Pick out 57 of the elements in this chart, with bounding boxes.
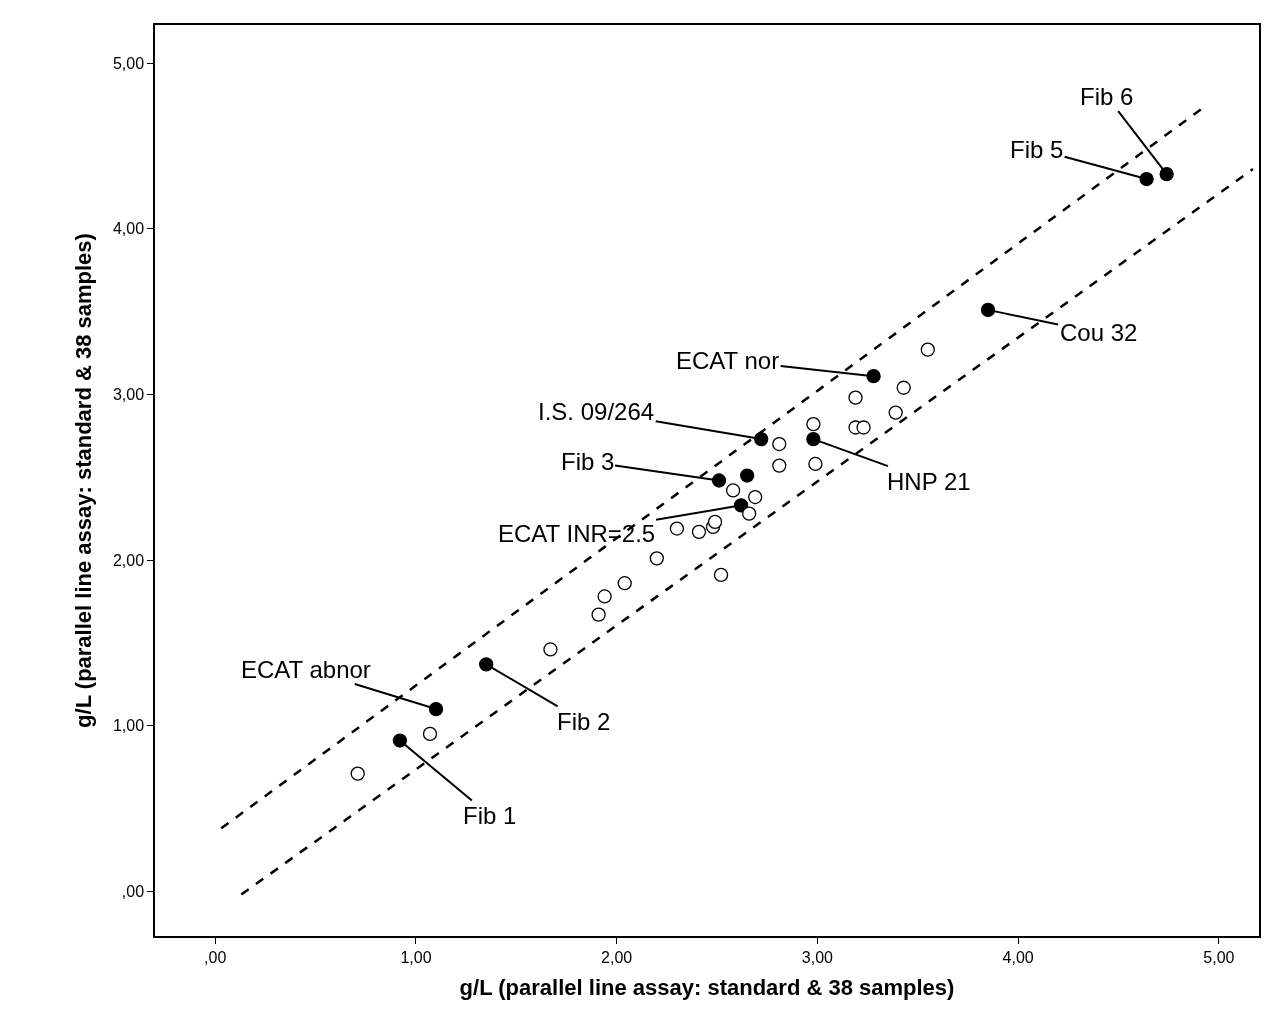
point [669,521,685,536]
annotation: ECAT nor [676,347,780,374]
point [691,524,707,539]
x-axis-title: g/L (parallel line assay: standard & 38 samples) [459,975,955,1001]
point [479,657,494,672]
x-tick-label: 5,00 [1203,948,1235,966]
point [350,766,365,781]
point [713,567,729,583]
y-tick-label: ,00 [121,882,145,900]
point [806,417,821,432]
annotation: I.S. 09/264 [538,398,655,425]
point [597,589,612,604]
x-tick-label: 1,00 [400,948,432,966]
point [808,456,823,472]
y-tick-label: 3,00 [112,385,145,403]
point [888,405,903,420]
y-axis-title: g/L (parallel line assay: standard & 38 samples) [71,233,97,728]
point [543,642,558,657]
point [896,380,911,395]
point [428,701,444,717]
x-tick-label: 4,00 [1002,948,1034,966]
point [591,607,606,622]
annotation: ECAT INR=2.5 [498,520,656,547]
point [742,506,757,521]
point [711,473,727,488]
annotation: ECAT abnor [241,656,371,683]
point [772,458,787,473]
annotation: HNP 21 [887,468,971,495]
point [617,576,632,591]
y-tick-label: 4,00 [112,220,145,238]
point [920,342,935,357]
point [422,726,438,742]
point [649,551,664,566]
annotation: Fib 2 [557,708,611,735]
annotation: Cou 32 [1060,319,1138,346]
annotation: Fib 5 [1010,136,1064,163]
point [392,733,408,748]
point [848,390,863,405]
x-tick-label: 3,00 [801,948,834,966]
annotation: Fib 6 [1080,83,1134,110]
y-tick-label: 2,00 [112,551,145,569]
point [866,369,881,384]
y-tick-label: 1,00 [112,717,145,735]
point [748,489,763,505]
point [980,302,996,318]
point [725,483,741,498]
point [772,436,787,452]
x-tick-label: ,00 [204,948,227,966]
point [740,468,755,483]
annotation: Fib 1 [463,802,517,829]
annotation: Fib 3 [561,448,615,475]
point [1139,171,1154,187]
point [856,420,871,435]
point [707,514,723,530]
y-tick-label: 5,00 [112,54,145,72]
x-tick-label: 2,00 [601,948,633,966]
point [1159,166,1174,182]
